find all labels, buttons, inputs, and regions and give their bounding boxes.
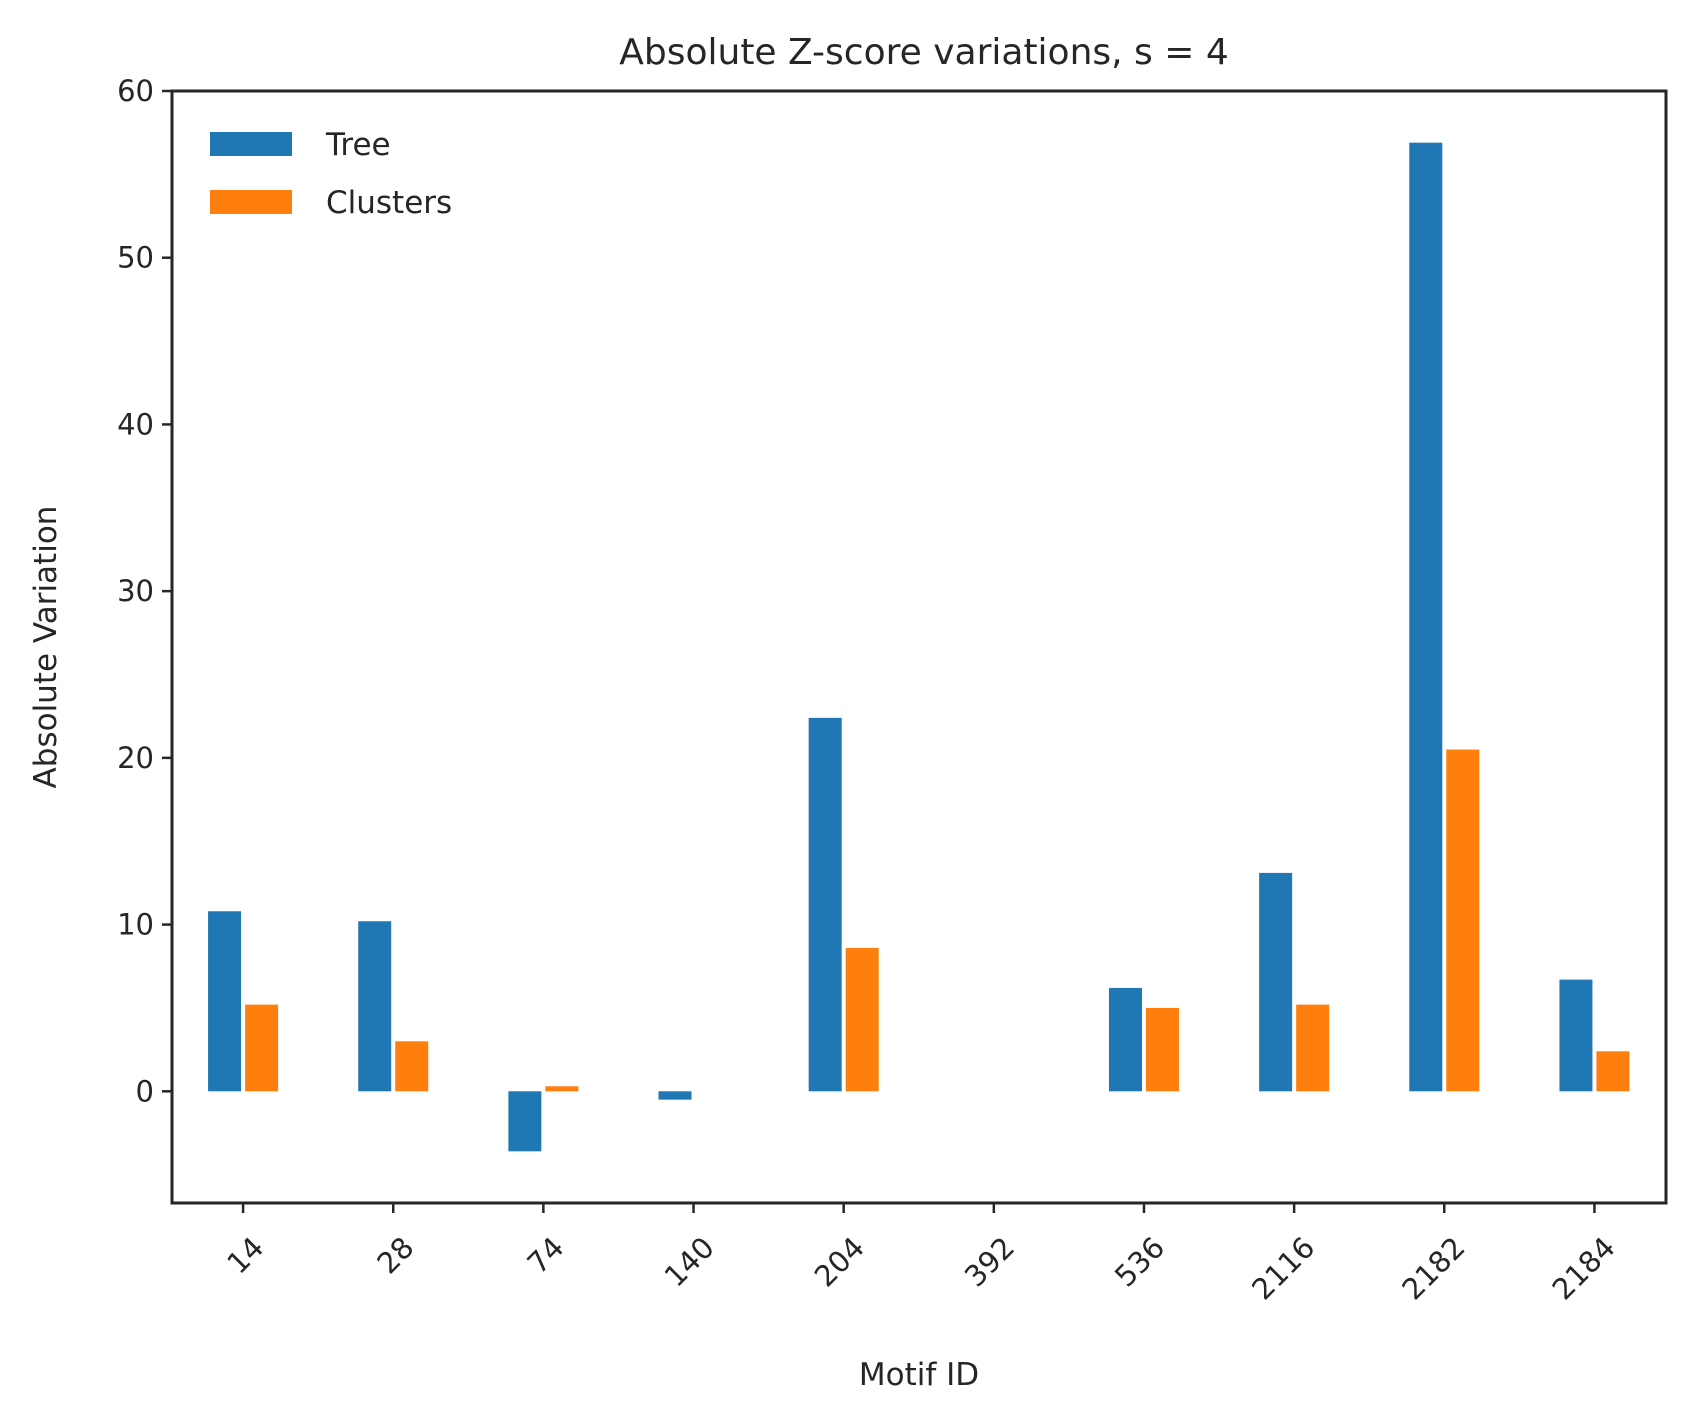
bar-tree-2184 [1559, 979, 1593, 1092]
bar-tree-74 [508, 1091, 542, 1152]
y-tick-label-30: 30 [117, 574, 154, 608]
legend-swatch-tree [210, 132, 292, 156]
x-tick-label-28: 28 [370, 1230, 420, 1280]
bar-clusters-536 [1145, 1007, 1179, 1092]
bar-clusters-2116 [1296, 1004, 1330, 1092]
x-tick-label-74: 74 [521, 1230, 571, 1280]
x-tick-label-2116: 2116 [1245, 1230, 1321, 1306]
legend-swatch-clusters [210, 190, 292, 214]
legend-label-tree: Tree [325, 127, 391, 163]
x-tick-label-140: 140 [658, 1230, 721, 1293]
y-axis: 0 10 20 30 40 50 60 [117, 74, 172, 1108]
chart-title: Absolute Z-score variations, s = 4 [619, 32, 1229, 73]
legend-label-clusters: Clusters [326, 185, 452, 221]
bar-clusters-28 [395, 1041, 429, 1092]
bar-tree-204 [808, 717, 842, 1092]
x-tick-label-2184: 2184 [1546, 1230, 1622, 1306]
bar-clusters-2182 [1446, 749, 1480, 1092]
x-tick-label-392: 392 [958, 1230, 1021, 1293]
y-tick-label-0: 0 [136, 1074, 154, 1108]
y-axis-label: Absolute Variation [28, 506, 64, 789]
bar-tree-140 [658, 1091, 692, 1100]
bar-clusters-2184 [1596, 1051, 1630, 1092]
bars-layer [208, 142, 1630, 1152]
plot-frame [170, 89, 1668, 1205]
y-tick-label-10: 10 [117, 908, 154, 942]
x-tick-label-14: 14 [220, 1230, 270, 1280]
bar-tree-536 [1108, 987, 1142, 1092]
x-tick-label-204: 204 [808, 1230, 871, 1293]
bar-tree-2182 [1409, 142, 1443, 1092]
bar-tree-2116 [1259, 872, 1293, 1092]
bar-clusters-14 [245, 1004, 279, 1092]
legend: Tree Clusters [210, 127, 452, 221]
y-tick-label-60: 60 [117, 74, 154, 108]
x-tick-label-536: 536 [1108, 1230, 1171, 1293]
bar-tree-14 [208, 911, 242, 1092]
bar-clusters-74 [545, 1086, 579, 1092]
bar-clusters-204 [845, 947, 879, 1092]
x-axis: 14 28 74 140 204 392 536 2116 2182 2184 [220, 1203, 1622, 1306]
y-tick-label-40: 40 [117, 407, 154, 441]
bar-tree-28 [358, 921, 392, 1092]
x-tick-label-2182: 2182 [1395, 1230, 1471, 1306]
y-tick-label-20: 20 [117, 741, 154, 775]
x-axis-label: Motif ID [859, 1357, 979, 1393]
y-tick-label-50: 50 [117, 241, 154, 275]
